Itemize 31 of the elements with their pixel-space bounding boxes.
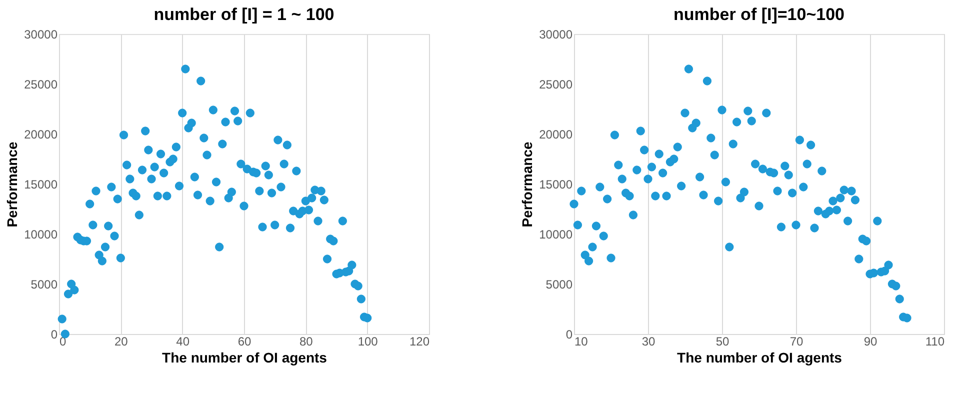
x-tick-label: 110 (925, 334, 945, 348)
x-tick-label: 50 (716, 334, 730, 348)
y-tick-label: 15000 (24, 178, 58, 192)
y-tick-label: 10000 (539, 228, 573, 242)
y-tick-label: 5000 (546, 278, 573, 292)
x-tick-label: 80 (299, 334, 314, 348)
y-tick-label: 25000 (24, 78, 58, 92)
y-tick-label: 15000 (539, 178, 573, 192)
x-tick-label: 60 (238, 334, 252, 348)
y-axis-title: Performance (519, 141, 536, 228)
x-tick-label: 0 (60, 334, 66, 348)
y-tick-label: 30000 (24, 28, 58, 42)
x-axis-title: The number of OI agents (162, 350, 328, 366)
chart-title: number of [I]=10~100 (673, 5, 845, 24)
x-tick-label: 90 (864, 334, 878, 348)
y-tick-label: 20000 (539, 128, 573, 142)
x-tick-label: 70 (790, 334, 804, 348)
x-tick-label: 40 (176, 334, 190, 348)
y-tick-label: 20000 (24, 128, 58, 142)
x-tick-label: 20 (114, 334, 128, 348)
y-tick-label: 5000 (30, 278, 58, 292)
x-axis-title: The number of OI agents (677, 350, 842, 366)
chart-title: number of [I] = 1 ~ 100 (154, 5, 334, 24)
y-tick-label: 25000 (539, 78, 573, 92)
y-axis-title: Performance (4, 141, 20, 228)
x-tick-label: 30 (642, 334, 656, 348)
x-tick-label: 10 (574, 334, 588, 348)
y-tick-label: 30000 (539, 28, 573, 42)
x-tick-label: 120 (409, 334, 430, 348)
y-tick-label: 10000 (24, 228, 58, 242)
x-tick-label: 100 (358, 334, 378, 348)
